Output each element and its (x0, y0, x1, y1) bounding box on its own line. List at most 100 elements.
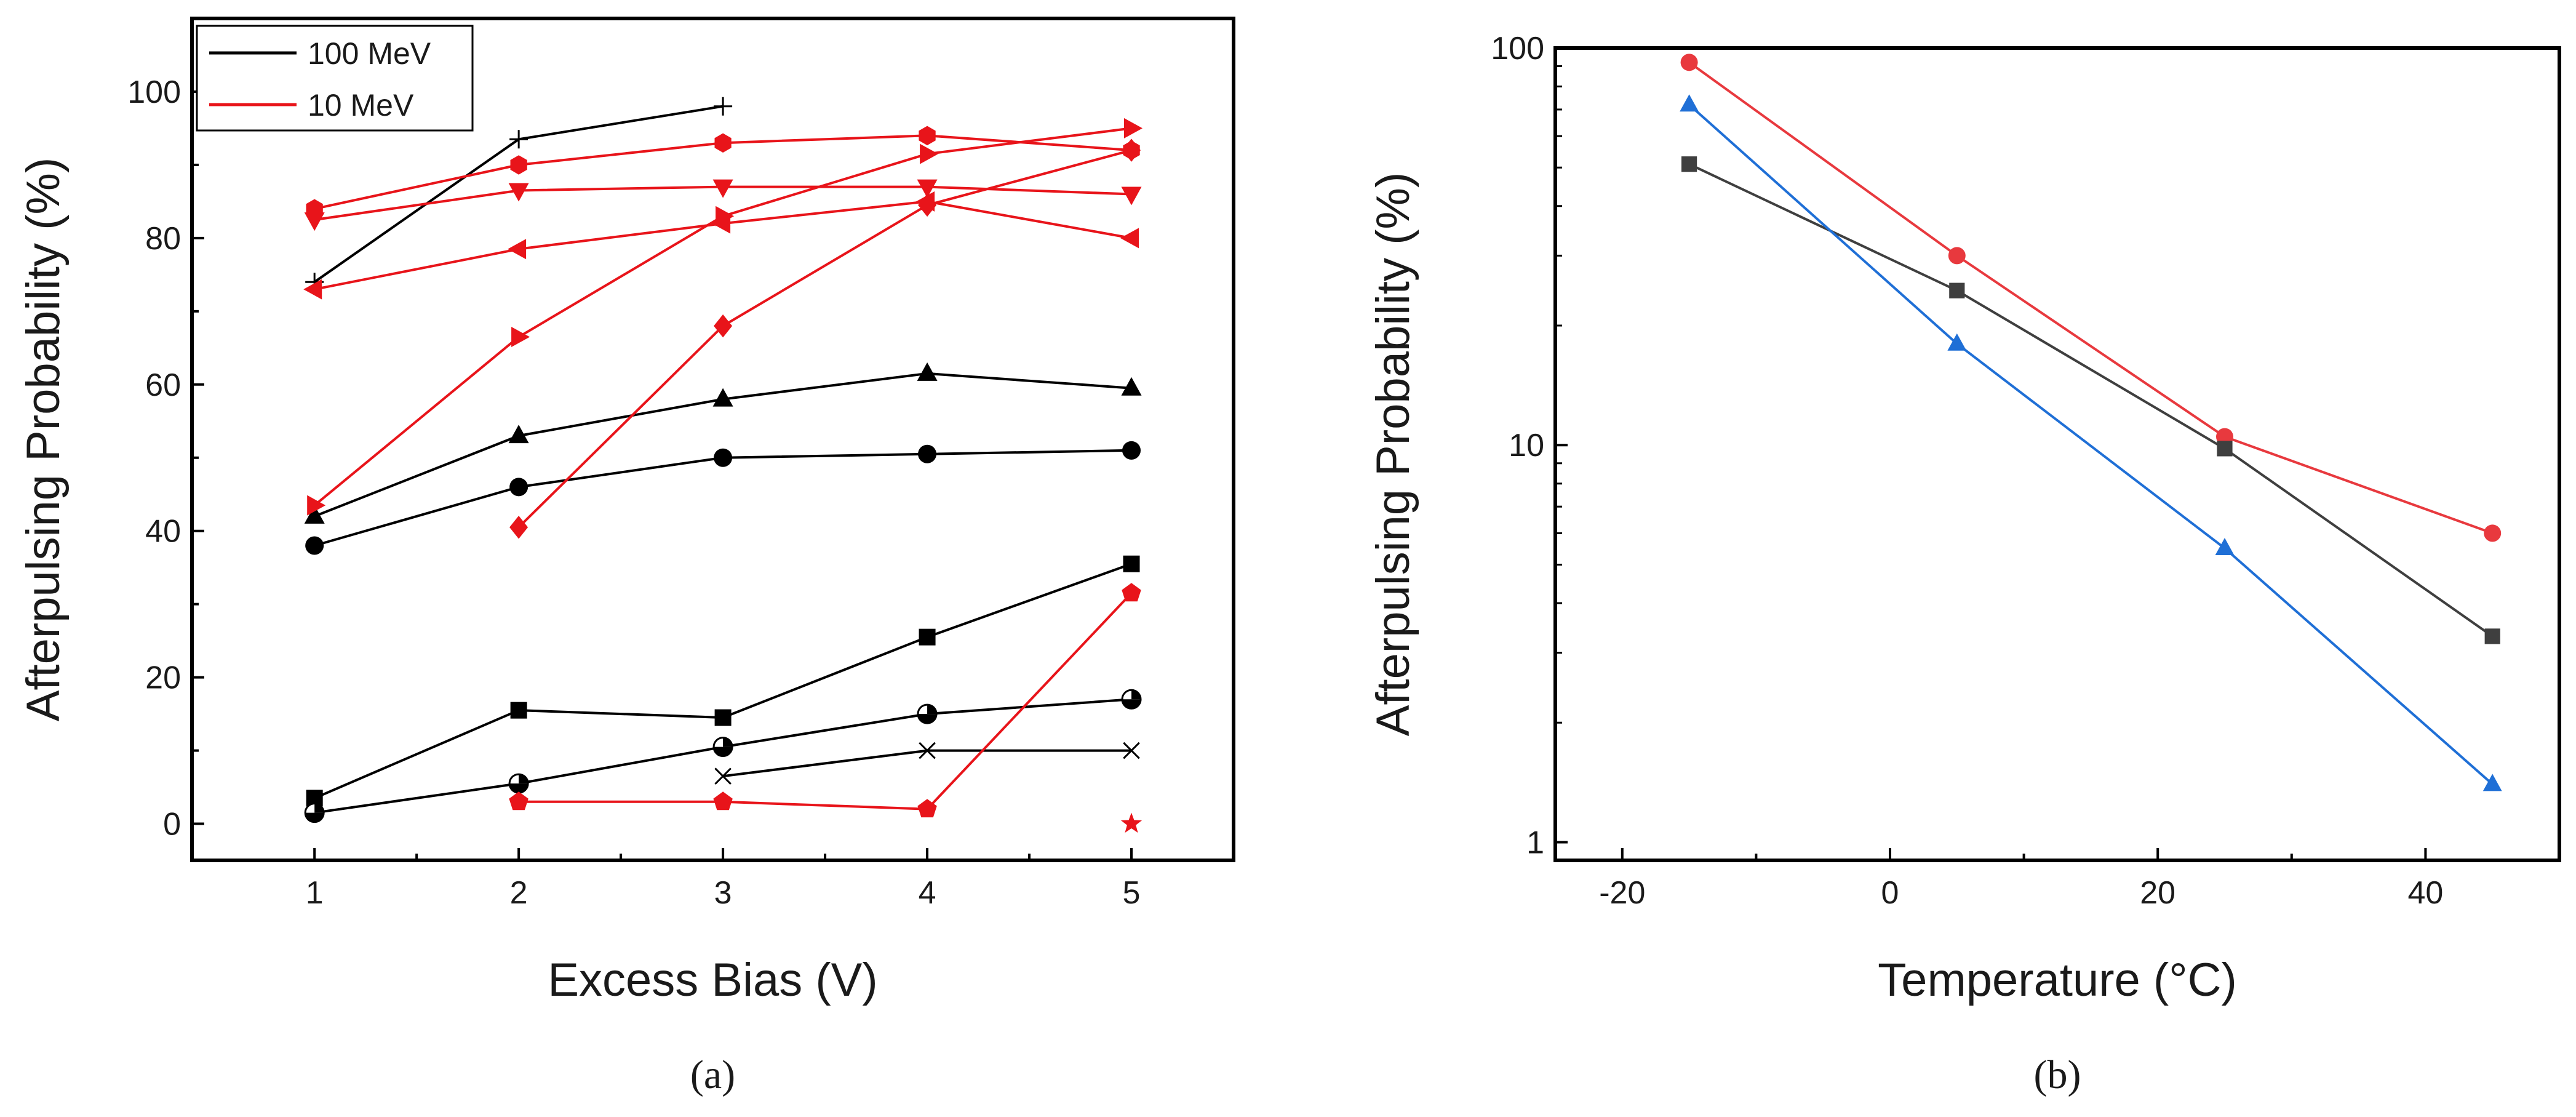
half-circle-fill (723, 737, 733, 747)
half-circle-fill (314, 803, 324, 813)
x-tick-label: 1 (306, 875, 324, 911)
x-tick-label: 20 (2140, 875, 2175, 911)
panel-a-ticks: 1 2 3 4 5 0 20 40 60 80 100 (127, 74, 1140, 911)
panel-a-frame (190, 17, 1235, 862)
x-tick-label: 4 (919, 875, 936, 911)
data-point (713, 791, 733, 811)
data-point (305, 536, 324, 555)
half-circle-fill (714, 747, 733, 756)
data-point (1680, 94, 1699, 112)
data-point (509, 791, 528, 811)
data-point (304, 212, 325, 231)
data-point (508, 183, 529, 202)
y-tick-label: 100 (1491, 31, 1544, 66)
series-line (517, 149, 1132, 529)
series-gray-squares (1681, 156, 2500, 644)
series-100-mev-circle (305, 441, 1141, 555)
half-circle-fill (1122, 699, 1141, 709)
data-point (1948, 247, 1966, 265)
data-point (917, 362, 938, 381)
y-axis-title: Afterpulsing Probability (%) (17, 158, 70, 722)
data-point (2217, 441, 2233, 457)
series-line (314, 563, 1132, 799)
series-100-mev-triangle (304, 362, 1142, 524)
data-point (509, 478, 528, 497)
data-point (303, 279, 322, 300)
series-10-mev-triangle-left (303, 191, 1139, 300)
y-tick-label: 10 (1509, 428, 1544, 463)
data-point (307, 495, 326, 516)
data-point (919, 742, 936, 759)
x-tick-label: 0 (1881, 875, 1899, 911)
series-line (1688, 61, 2493, 535)
x-tick-label: 40 (2407, 875, 2443, 911)
x-axis-title: Temperature (°C) (1878, 954, 2237, 1006)
half-circle-fill (927, 705, 937, 715)
panel-b-series (1680, 54, 2502, 791)
half-circle-fill (305, 812, 324, 822)
x-tick-label: 3 (714, 875, 732, 911)
data-point (510, 155, 527, 175)
series-blue-triangles (1680, 94, 2502, 791)
panel-b: -20 0 20 40 1 10 100 Temperature (°C) Afterpulsi… (1367, 31, 2561, 1097)
data-point (508, 425, 529, 444)
y-tick-label: 1 (1526, 825, 1544, 860)
data-point (1680, 54, 1698, 71)
data-point (920, 143, 939, 164)
data-point (1122, 441, 1141, 460)
series-line (722, 749, 1131, 778)
data-point (1949, 282, 1965, 298)
data-point (712, 388, 733, 407)
x-tick-label: 5 (1123, 875, 1141, 911)
data-point (2215, 538, 2235, 555)
y-tick-label: 40 (145, 514, 181, 550)
legend-label: 100 MeV (308, 36, 431, 71)
data-point (919, 628, 936, 646)
data-point (714, 314, 733, 338)
series-red-circles (1680, 54, 2502, 542)
panel-label: (a) (690, 1052, 735, 1097)
series-10-mev-diamond (509, 138, 1141, 539)
series-line (1688, 103, 2494, 785)
data-point (714, 767, 732, 785)
data-point (304, 803, 325, 823)
panel-label: (b) (2034, 1052, 2081, 1097)
half-circle-fill (509, 783, 528, 793)
panel-a-series (303, 97, 1142, 833)
y-tick-label: 20 (145, 660, 181, 696)
series-line (519, 592, 1133, 811)
data-point (1123, 742, 1140, 759)
data-point (508, 773, 529, 794)
data-point (714, 448, 733, 467)
series-100-mev-square (306, 555, 1140, 807)
data-point (508, 239, 527, 260)
data-point (2482, 774, 2502, 791)
data-point (510, 702, 527, 719)
data-point (2484, 628, 2500, 644)
panel-b-ticks: -20 0 20 40 1 10 100 (1491, 31, 2561, 911)
data-point (1120, 228, 1139, 249)
data-point (714, 97, 733, 116)
data-point (1947, 333, 1967, 351)
data-point (509, 516, 528, 539)
series-10-mev-star (1120, 812, 1142, 833)
data-point (1122, 138, 1141, 162)
data-point (1123, 555, 1140, 572)
legend-label: 10 MeV (308, 88, 414, 122)
data-point (1681, 156, 1697, 172)
data-point (1121, 377, 1142, 396)
data-point (2484, 524, 2502, 542)
legend-box (196, 25, 474, 132)
y-tick-label: 80 (145, 221, 181, 257)
data-point (918, 193, 937, 217)
data-point (714, 709, 732, 726)
data-point (304, 505, 325, 524)
series-10-mev-triangle-down (304, 179, 1142, 231)
data-point (1122, 583, 1141, 602)
data-point (1121, 186, 1142, 206)
half-circle-fill (1131, 690, 1141, 700)
x-tick-label: -20 (1599, 875, 1645, 911)
half-circle-fill (918, 714, 937, 724)
data-point (917, 703, 938, 724)
y-tick-label: 60 (145, 367, 181, 403)
